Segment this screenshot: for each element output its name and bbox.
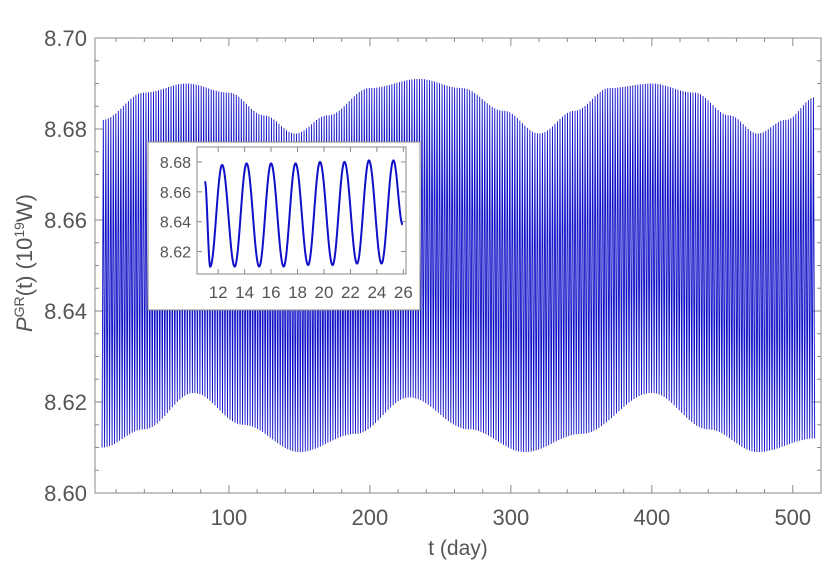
x-axis-title: t (day)	[428, 537, 488, 560]
y-title-main: P	[12, 317, 37, 332]
inset-background	[147, 141, 421, 311]
inset-y-tick-label: 8.68	[160, 155, 191, 172]
inset-axis-ticks: 12 14 16 18 20 22 24 26 8.62 8.64 8.66 8.68	[160, 147, 413, 302]
y-tick-label: 8.68	[44, 117, 87, 142]
inset-x-tick-label: 22	[341, 283, 360, 302]
inset-x-tick-label: 24	[367, 283, 386, 302]
inset-plot-frame	[196, 146, 407, 275]
x-tick-label: 200	[352, 505, 389, 530]
inset-x-tick-label: 16	[262, 283, 281, 302]
inset-y-tick-label: 8.66	[160, 185, 191, 202]
y-title-exp: 19	[11, 222, 27, 238]
y-tick-label: 8.60	[44, 481, 87, 506]
y-title-unit: W)	[12, 194, 37, 222]
inset-x-tick-label: 12	[209, 283, 228, 302]
inset-y-tick-label: 8.62	[160, 245, 191, 262]
x-tick-label: 400	[633, 505, 670, 530]
y-title-after: (t) (10	[12, 238, 37, 297]
y-tick-label: 8.70	[44, 26, 87, 51]
main-axis-ticks: 100 200 300 400 500 8.60 8.62 8.64 8.66 8.68 8.70	[44, 26, 822, 530]
inset-series-line	[204, 159, 404, 268]
y-title-sup: GR	[11, 296, 27, 317]
x-tick-label: 300	[493, 505, 530, 530]
inset-y-tick-label: 8.64	[160, 215, 191, 232]
y-tick-label: 8.64	[44, 299, 87, 324]
inset-x-tick-label: 20	[315, 283, 334, 302]
y-tick-label: 8.66	[44, 208, 87, 233]
x-tick-label: 100	[211, 505, 248, 530]
x-tick-label: 500	[774, 505, 811, 530]
inset-x-tick-label: 18	[288, 283, 307, 302]
y-tick-label: 8.62	[44, 390, 87, 415]
y-axis-title: PGR(t) (1019W)	[11, 194, 37, 332]
inset-x-tick-label: 14	[235, 283, 254, 302]
inset-x-tick-label: 26	[394, 283, 413, 302]
